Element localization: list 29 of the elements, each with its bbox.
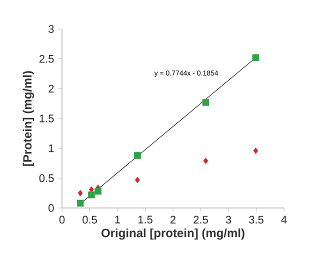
y-tick-label: 1 [48,144,54,152]
point [94,188,102,195]
x-tick-label: 1 [115,216,120,224]
x-tick-label: 1.5 [138,216,152,224]
x-tick-label: 4 [281,216,287,224]
point [78,190,83,196]
x-tick-label: 0 [59,216,65,224]
point [202,98,210,106]
point [135,176,140,184]
point [76,200,84,207]
y-tick-label: 0.5 [39,174,54,182]
y-axis-title: [Protein] (mg/ml) [22,71,34,166]
point [252,54,260,62]
y-tick-label: 3 [48,25,54,33]
y-tick-label: 2.5 [39,54,54,63]
x-tick-label: 2 [170,216,176,224]
x-tick-label: 3.5 [249,216,264,224]
y-tick-label: 1.5 [40,114,54,122]
x-axis-title: Original [protein] (mg/ml) [101,228,244,240]
point [253,148,258,154]
x-tick-label: 3 [226,216,232,224]
x-tick-label: 0.5 [82,216,97,224]
point [88,191,95,198]
x-tick-label: 2.5 [194,216,208,224]
y-tick-label: 0 [48,204,54,212]
y-tick-label: 2 [48,84,54,92]
point [88,186,94,193]
point [203,158,208,164]
point [134,152,141,159]
